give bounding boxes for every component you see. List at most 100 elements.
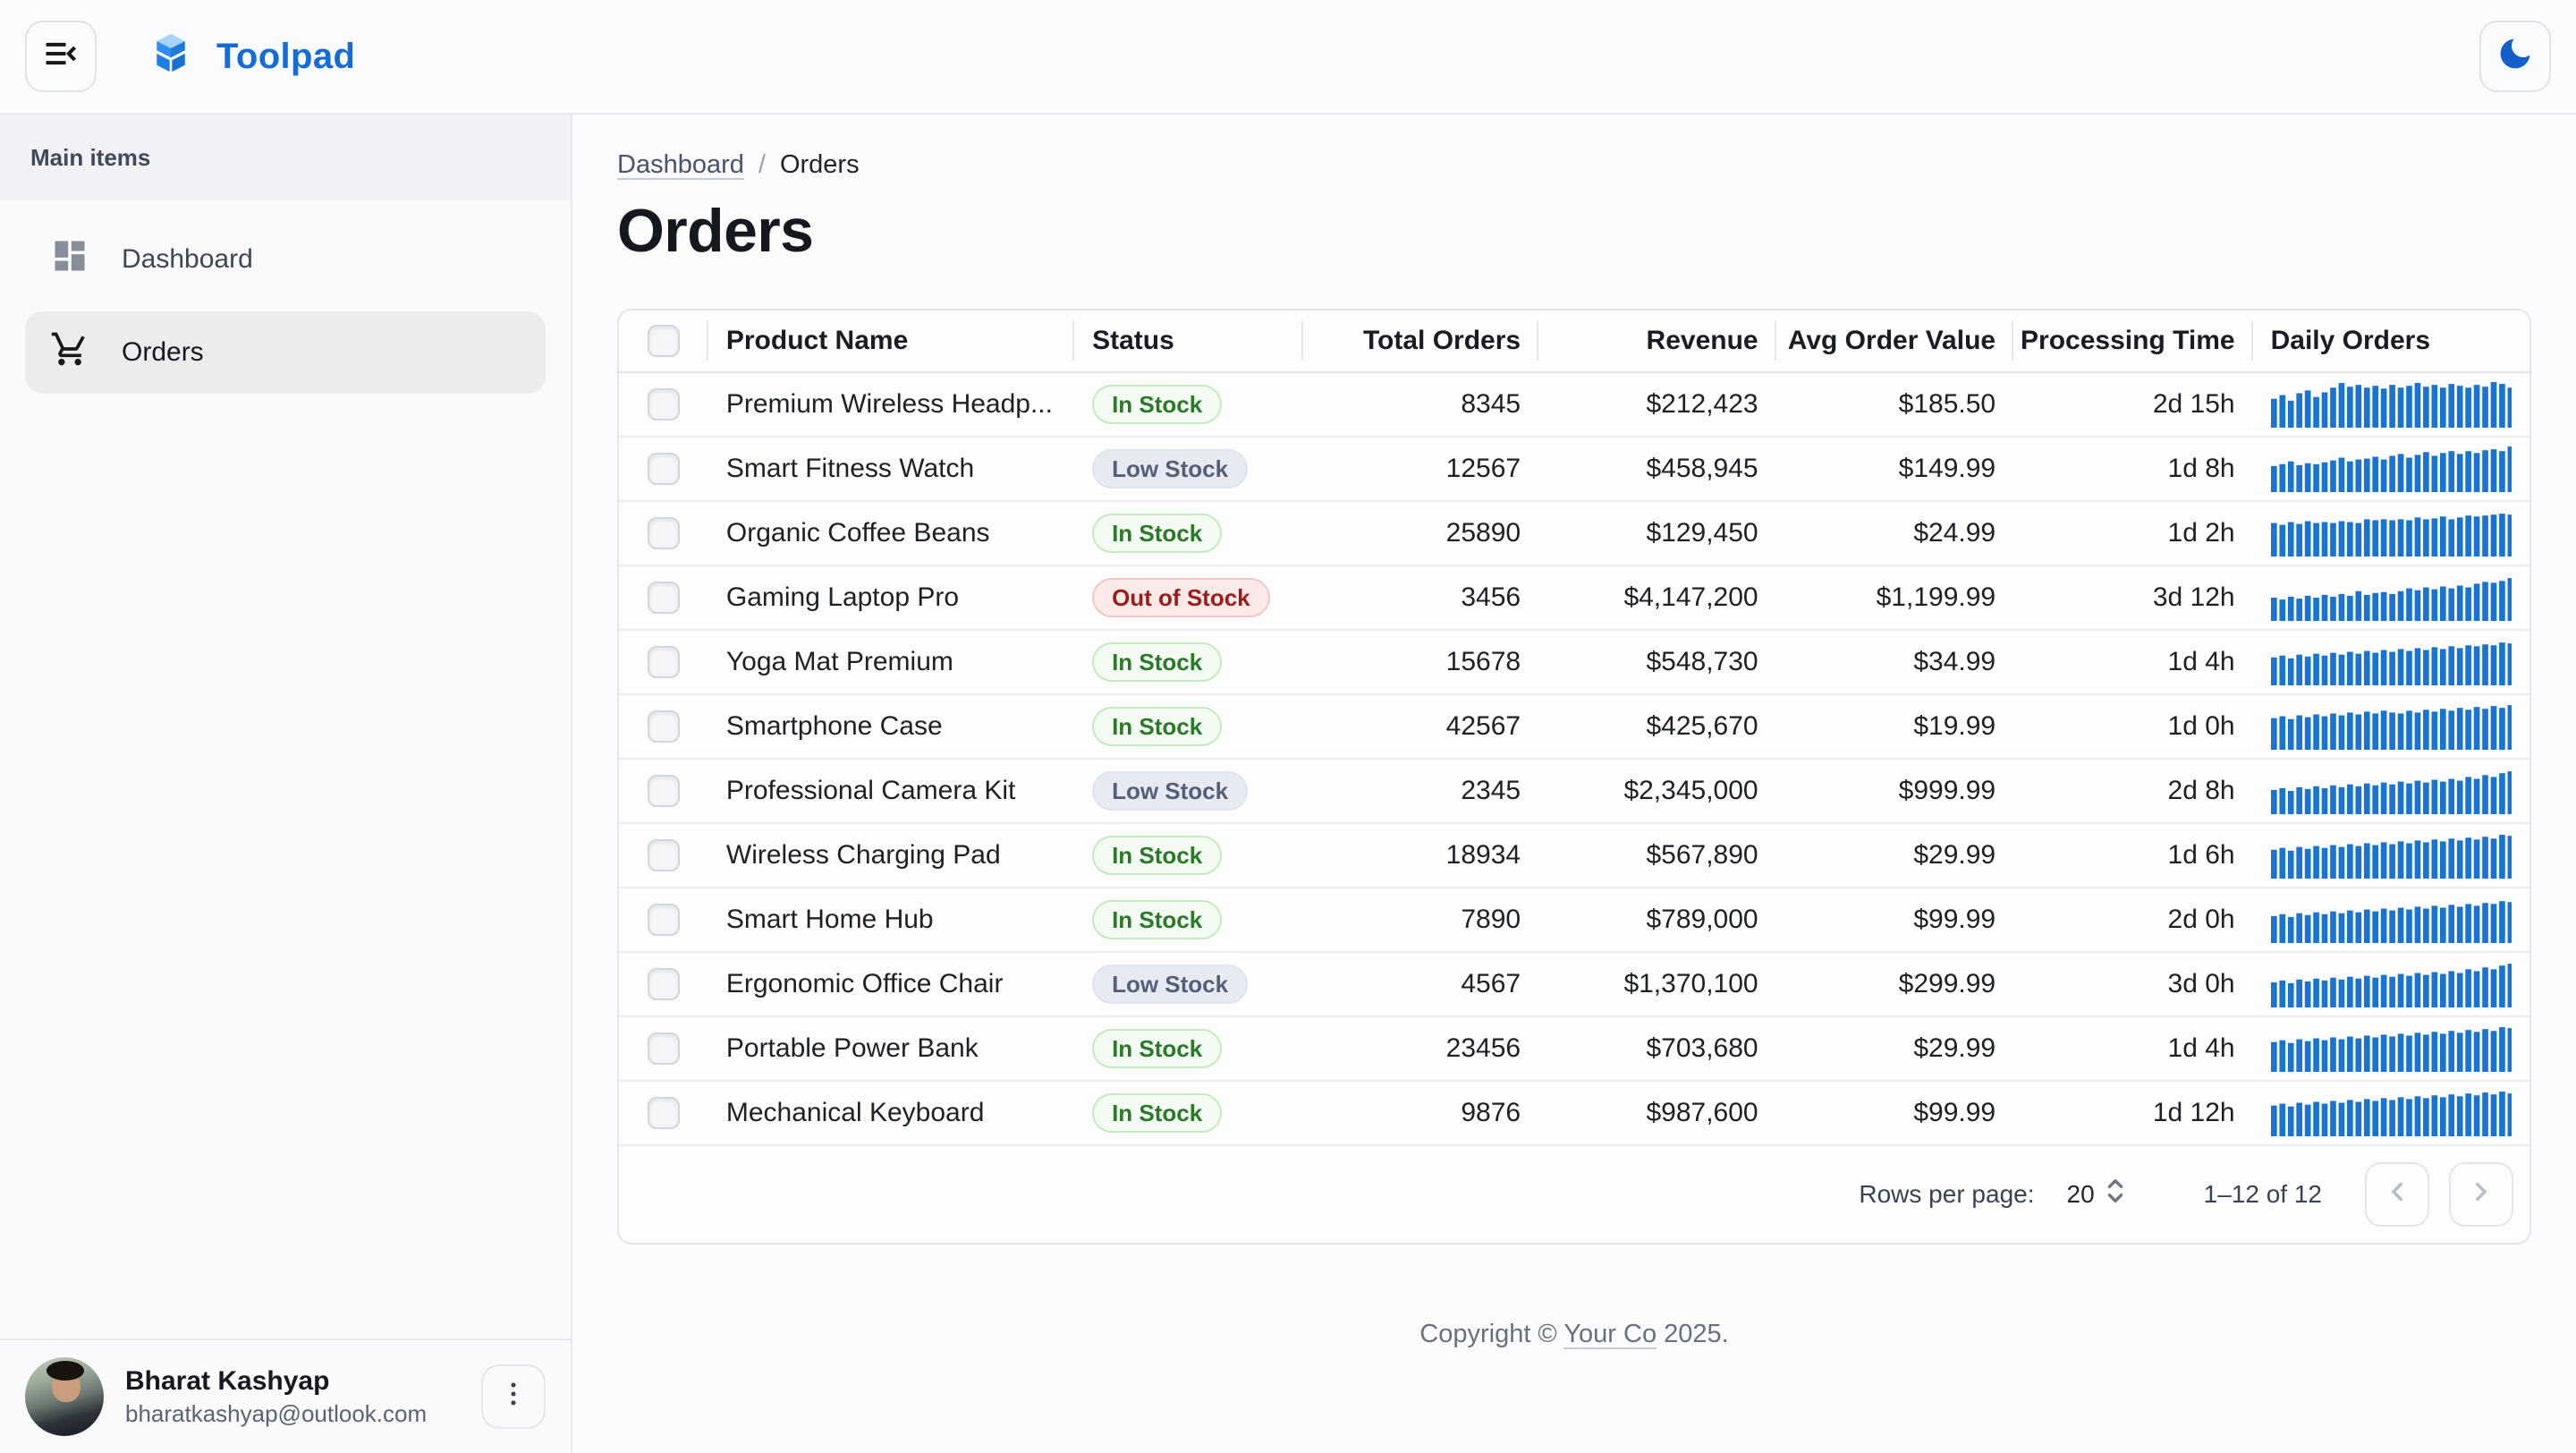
row-checkbox[interactable]	[647, 646, 680, 678]
cell-status: Low Stock	[1074, 760, 1303, 822]
daily-orders-sparkline	[2270, 705, 2512, 750]
cell-total-orders: 3456	[1461, 582, 1521, 612]
row-checkbox[interactable]	[647, 839, 680, 871]
column-header-avg-order-value[interactable]: Avg Order Value	[1776, 310, 2014, 371]
status-badge: In Stock	[1092, 385, 1223, 424]
row-checkbox[interactable]	[647, 517, 680, 549]
theme-toggle-button[interactable]	[2479, 21, 2551, 92]
status-badge: Low Stock	[1092, 771, 1249, 811]
column-header-product-name[interactable]: Product Name	[708, 310, 1074, 371]
cell-total-orders: 12567	[1445, 454, 1521, 483]
table-row[interactable]: Mechanical Keyboard In Stock 9876 $987,6…	[619, 1082, 2529, 1146]
cell-avg-order-value: $29.99	[1913, 840, 1996, 870]
cell-processing-time: 2d 15h	[2152, 389, 2235, 419]
row-checkbox[interactable]	[647, 710, 680, 743]
row-checkbox[interactable]	[647, 1097, 680, 1129]
cell-product-name: Mechanical Keyboard	[725, 1098, 985, 1127]
cell-processing-time: 1d 6h	[2167, 840, 2235, 870]
status-badge: Low Stock	[1092, 449, 1249, 489]
daily-orders-sparkline	[2270, 1027, 2512, 1072]
previous-page-button[interactable]	[2365, 1162, 2429, 1227]
cell-daily-orders	[2253, 373, 2529, 436]
row-select-cell	[619, 953, 708, 1015]
table-row[interactable]: Smart Home Hub In Stock 7890 $789,000 $9…	[619, 888, 2529, 953]
cell-avg-order-value: $999.99	[1898, 776, 1996, 805]
column-header-daily-orders[interactable]: Daily Orders	[2270, 326, 2431, 355]
table-row[interactable]: Gaming Laptop Pro Out of Stock 3456 $4,1…	[619, 566, 2529, 631]
breadcrumb-dashboard-link[interactable]: Dashboard	[617, 150, 744, 179]
main-content: Dashboard / Orders Orders Product Name S…	[572, 115, 2576, 1453]
status-badge: In Stock	[1092, 642, 1223, 682]
cell-avg-order-value: $34.99	[1913, 647, 1996, 676]
row-checkbox[interactable]	[647, 904, 680, 936]
table-row[interactable]: Portable Power Bank In Stock 23456 $703,…	[619, 1017, 2529, 1082]
cell-avg-order-value: $99.99	[1913, 905, 1996, 934]
cell-daily-orders	[2253, 695, 2529, 758]
rows-per-page-value: 20	[2066, 1180, 2095, 1208]
cell-revenue: $4,147,200	[1623, 582, 1758, 612]
row-select-cell	[619, 373, 708, 436]
daily-orders-sparkline	[2270, 835, 2512, 879]
column-header-total-orders[interactable]: Total Orders	[1303, 310, 1539, 371]
brand: Toolpad	[147, 29, 355, 84]
user-menu-button[interactable]	[481, 1364, 546, 1429]
table-row[interactable]: Ergonomic Office Chair Low Stock 4567 $1…	[619, 953, 2529, 1017]
cell-revenue: $987,600	[1646, 1098, 1758, 1127]
orders-data-grid: Product Name Status Total Orders Revenue…	[617, 309, 2531, 1245]
column-header-status[interactable]: Status	[1074, 310, 1303, 371]
table-row[interactable]: Professional Camera Kit Low Stock 2345 $…	[619, 760, 2529, 824]
daily-orders-sparkline	[2270, 382, 2512, 428]
breadcrumb-current: Orders	[779, 150, 860, 179]
cell-status: In Stock	[1074, 373, 1303, 436]
cell-processing-time: 1d 4h	[2167, 1033, 2235, 1063]
sidebar-item-dashboard[interactable]: Dashboard	[25, 218, 546, 301]
cell-status: In Stock	[1074, 888, 1303, 951]
sidebar-item-orders[interactable]: Orders	[25, 311, 546, 394]
cell-processing-time: 1d 12h	[2152, 1098, 2235, 1127]
table-row[interactable]: Yoga Mat Premium In Stock 15678 $548,730…	[619, 631, 2529, 695]
cell-daily-orders	[2253, 953, 2529, 1015]
pagination-range: 1–12 of 12	[2203, 1180, 2322, 1208]
copyright-company-link[interactable]: Your Co	[1563, 1320, 1657, 1348]
row-checkbox[interactable]	[647, 388, 680, 421]
row-checkbox[interactable]	[647, 453, 680, 485]
table-row[interactable]: Smartphone Case In Stock 42567 $425,670 …	[619, 695, 2529, 760]
cell-total-orders: 8345	[1461, 389, 1521, 419]
cell-product-name: Smart Fitness Watch	[725, 454, 975, 483]
cell-avg-order-value: $19.99	[1913, 711, 1996, 741]
cell-status: In Stock	[1074, 502, 1303, 565]
copyright-suffix: 2025.	[1657, 1320, 1729, 1348]
page-title: Orders	[617, 197, 814, 265]
column-header-revenue[interactable]: Revenue	[1538, 310, 1776, 371]
table-row[interactable]: Organic Coffee Beans In Stock 25890 $129…	[619, 502, 2529, 566]
collapse-sidebar-button[interactable]	[25, 21, 97, 92]
row-checkbox[interactable]	[647, 1032, 680, 1065]
unfold-stepper-icon	[2102, 1176, 2129, 1213]
cell-processing-time: 2d 0h	[2167, 905, 2235, 934]
cell-product-name: Yoga Mat Premium	[725, 647, 953, 676]
table-row[interactable]: Smart Fitness Watch Low Stock 12567 $458…	[619, 438, 2529, 502]
cell-total-orders: 23456	[1445, 1033, 1521, 1063]
next-page-button[interactable]	[2449, 1162, 2513, 1227]
cell-daily-orders	[2253, 502, 2529, 565]
row-checkbox[interactable]	[647, 775, 680, 807]
table-row[interactable]: Wireless Charging Pad In Stock 18934 $56…	[619, 824, 2529, 888]
table-body: Premium Wireless Headp... In Stock 8345 …	[619, 373, 2529, 1146]
daily-orders-sparkline	[2270, 578, 2512, 621]
moon-icon	[2496, 34, 2535, 80]
cell-processing-time: 3d 12h	[2152, 582, 2235, 612]
row-checkbox[interactable]	[647, 582, 680, 614]
rows-per-page-select[interactable]: 20	[2067, 1176, 2129, 1213]
table-row[interactable]: Premium Wireless Headp... In Stock 8345 …	[619, 373, 2529, 438]
cell-revenue: $703,680	[1646, 1033, 1758, 1063]
cell-avg-order-value: $299.99	[1898, 969, 1996, 998]
cell-status: In Stock	[1074, 631, 1303, 693]
column-header-processing-time[interactable]: Processing Time	[2013, 310, 2253, 371]
row-checkbox[interactable]	[647, 968, 680, 1000]
breadcrumb: Dashboard / Orders	[617, 150, 2531, 180]
top-app-bar: Toolpad	[0, 0, 2576, 115]
select-all-checkbox[interactable]	[647, 325, 680, 357]
cell-total-orders: 9876	[1461, 1098, 1521, 1127]
cell-avg-order-value: $149.99	[1898, 454, 1996, 483]
